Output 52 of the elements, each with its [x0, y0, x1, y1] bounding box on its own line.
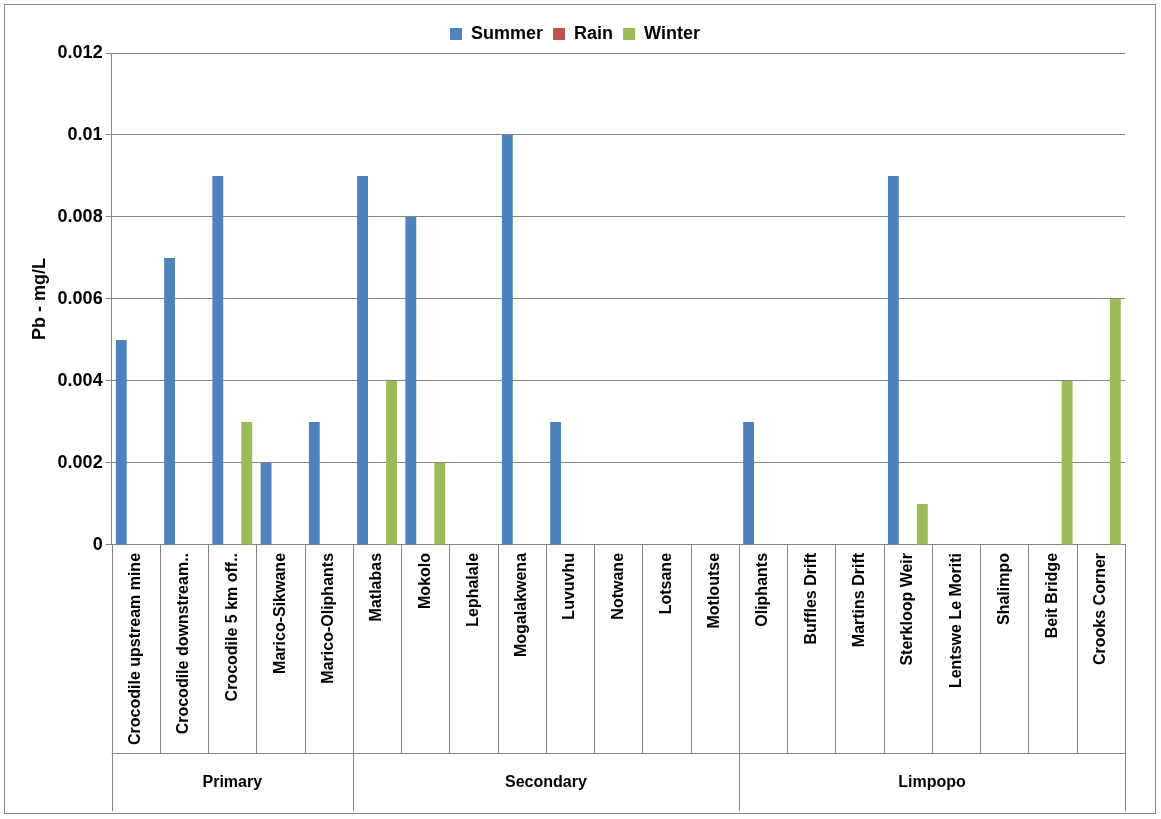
legend-label: Summer [471, 22, 544, 43]
bar [260, 462, 272, 545]
text: Limpopo [898, 773, 966, 791]
x-tick-label: Crocodile 5 km off.. [222, 552, 240, 702]
x-tick-label: Shalimpo [994, 552, 1012, 625]
bar [434, 462, 446, 545]
x-tick-label: Lentswe Le Moriti [946, 552, 964, 689]
x-tick-label: Notwane [608, 552, 626, 620]
bar [1061, 380, 1073, 545]
y-axis-title: Pb - mg/L [28, 257, 49, 340]
x-tick-label: Crooks Corner [1091, 552, 1109, 665]
bar [405, 216, 417, 545]
bar [743, 421, 755, 545]
legend-label: Winter [644, 22, 700, 43]
x-tick-label: Lephalale [463, 552, 481, 627]
legend-label: Rain [574, 22, 614, 43]
x-tick-label: Buffles Drift [801, 552, 819, 645]
bar [501, 134, 513, 545]
y-tick-label: 0.006 [57, 287, 103, 308]
x-tick-label: Crocodile downstream.. [174, 552, 192, 735]
x-tick-label: Motloutse [705, 552, 723, 629]
x-tick-label: Sterkloop Weir [898, 552, 916, 666]
x-tick-label: Lotsane [656, 552, 674, 615]
x-tick-label: Mokolo [415, 552, 433, 609]
y-tick-label: 0.004 [57, 369, 103, 390]
y-tick-label: 0.012 [57, 41, 103, 62]
bar [164, 257, 175, 545]
bar [357, 175, 368, 545]
x-tick-label: Matlabas [367, 552, 385, 622]
bar [115, 339, 127, 545]
bar [241, 421, 253, 545]
bar [916, 503, 928, 545]
y-tick-label: 0.01 [67, 123, 103, 144]
bar [1109, 298, 1121, 545]
bar [308, 421, 320, 545]
x-tick-label: Beit Bridge [1043, 552, 1061, 639]
x-tick-label: Luvuvhu [560, 552, 578, 620]
x-tick-label: Marico-Oliphants [319, 552, 337, 684]
x-tick-label: Mogalakwena [512, 552, 530, 657]
bar [550, 421, 562, 545]
y-tick-label: 0.008 [57, 205, 103, 226]
text: Primary [202, 773, 263, 791]
bar [887, 175, 899, 545]
x-tick-label: Martins Drift [850, 552, 867, 648]
bar [386, 380, 397, 545]
x-tick-label: Marico-Sikwane [270, 552, 288, 674]
bar [212, 175, 224, 545]
text: Secondary [505, 773, 587, 791]
y-tick-label: 0 [92, 533, 103, 554]
x-tick-label: Oliphants [753, 552, 771, 627]
y-tick-label: 0.002 [57, 451, 103, 472]
x-tick-label: Crocodile upstream mine [126, 552, 144, 745]
